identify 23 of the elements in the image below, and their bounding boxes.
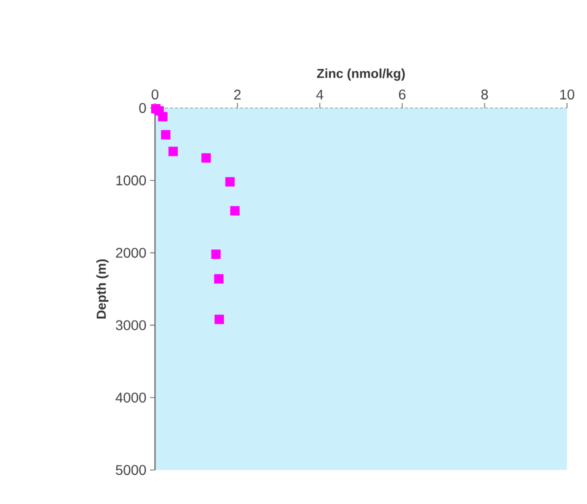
x-axis-title: Zinc (nmol/kg) xyxy=(316,68,405,81)
point xyxy=(211,250,221,259)
y-tick-label: 3000 xyxy=(116,320,146,330)
point xyxy=(161,130,170,140)
y-tick-label: 0 xyxy=(139,103,146,113)
point xyxy=(168,146,178,156)
point xyxy=(201,153,211,163)
y-axis-title: Depth (m) xyxy=(96,259,108,318)
point xyxy=(214,274,224,284)
y-tick-label: 4000 xyxy=(116,392,146,403)
y-tick-label: 5000 xyxy=(116,465,146,475)
x-tick-label: 0 xyxy=(152,90,158,100)
y-tick-label: 1000 xyxy=(116,175,146,186)
point xyxy=(230,206,240,216)
x-tick-label: 6 xyxy=(399,90,406,100)
point xyxy=(158,112,168,122)
x-tick-label: 4 xyxy=(316,90,324,100)
x-tick-label: 2 xyxy=(234,90,241,100)
point xyxy=(214,314,224,324)
y-tick-label: 2000 xyxy=(116,248,146,258)
point xyxy=(225,177,235,187)
x-tick-label: 8 xyxy=(481,90,488,100)
x-tick-label: 10 xyxy=(560,90,574,100)
